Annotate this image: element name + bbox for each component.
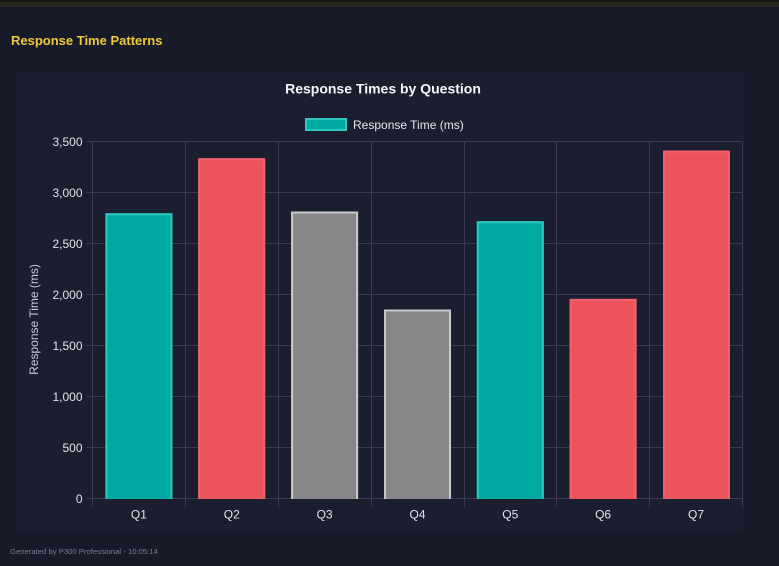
svg-text:1,500: 1,500 bbox=[52, 339, 82, 353]
svg-text:Q6: Q6 bbox=[595, 508, 611, 522]
svg-text:2,000: 2,000 bbox=[52, 288, 82, 302]
svg-text:3,000: 3,000 bbox=[52, 186, 82, 200]
svg-text:Q7: Q7 bbox=[688, 508, 704, 522]
svg-text:Response Time (ms): Response Time (ms) bbox=[27, 264, 41, 375]
svg-text:Response Times by Question: Response Times by Question bbox=[285, 81, 481, 97]
svg-text:Q2: Q2 bbox=[224, 508, 240, 522]
svg-text:Response Time (ms): Response Time (ms) bbox=[353, 118, 464, 132]
svg-text:0: 0 bbox=[76, 492, 83, 506]
svg-text:Q4: Q4 bbox=[409, 508, 425, 522]
svg-text:1,000: 1,000 bbox=[52, 390, 82, 404]
svg-text:Q1: Q1 bbox=[131, 508, 147, 522]
svg-text:Q3: Q3 bbox=[317, 508, 333, 522]
svg-text:500: 500 bbox=[62, 441, 82, 455]
svg-text:3,500: 3,500 bbox=[52, 135, 82, 149]
svg-text:Q5: Q5 bbox=[502, 508, 518, 522]
svg-text:2,500: 2,500 bbox=[52, 237, 82, 251]
